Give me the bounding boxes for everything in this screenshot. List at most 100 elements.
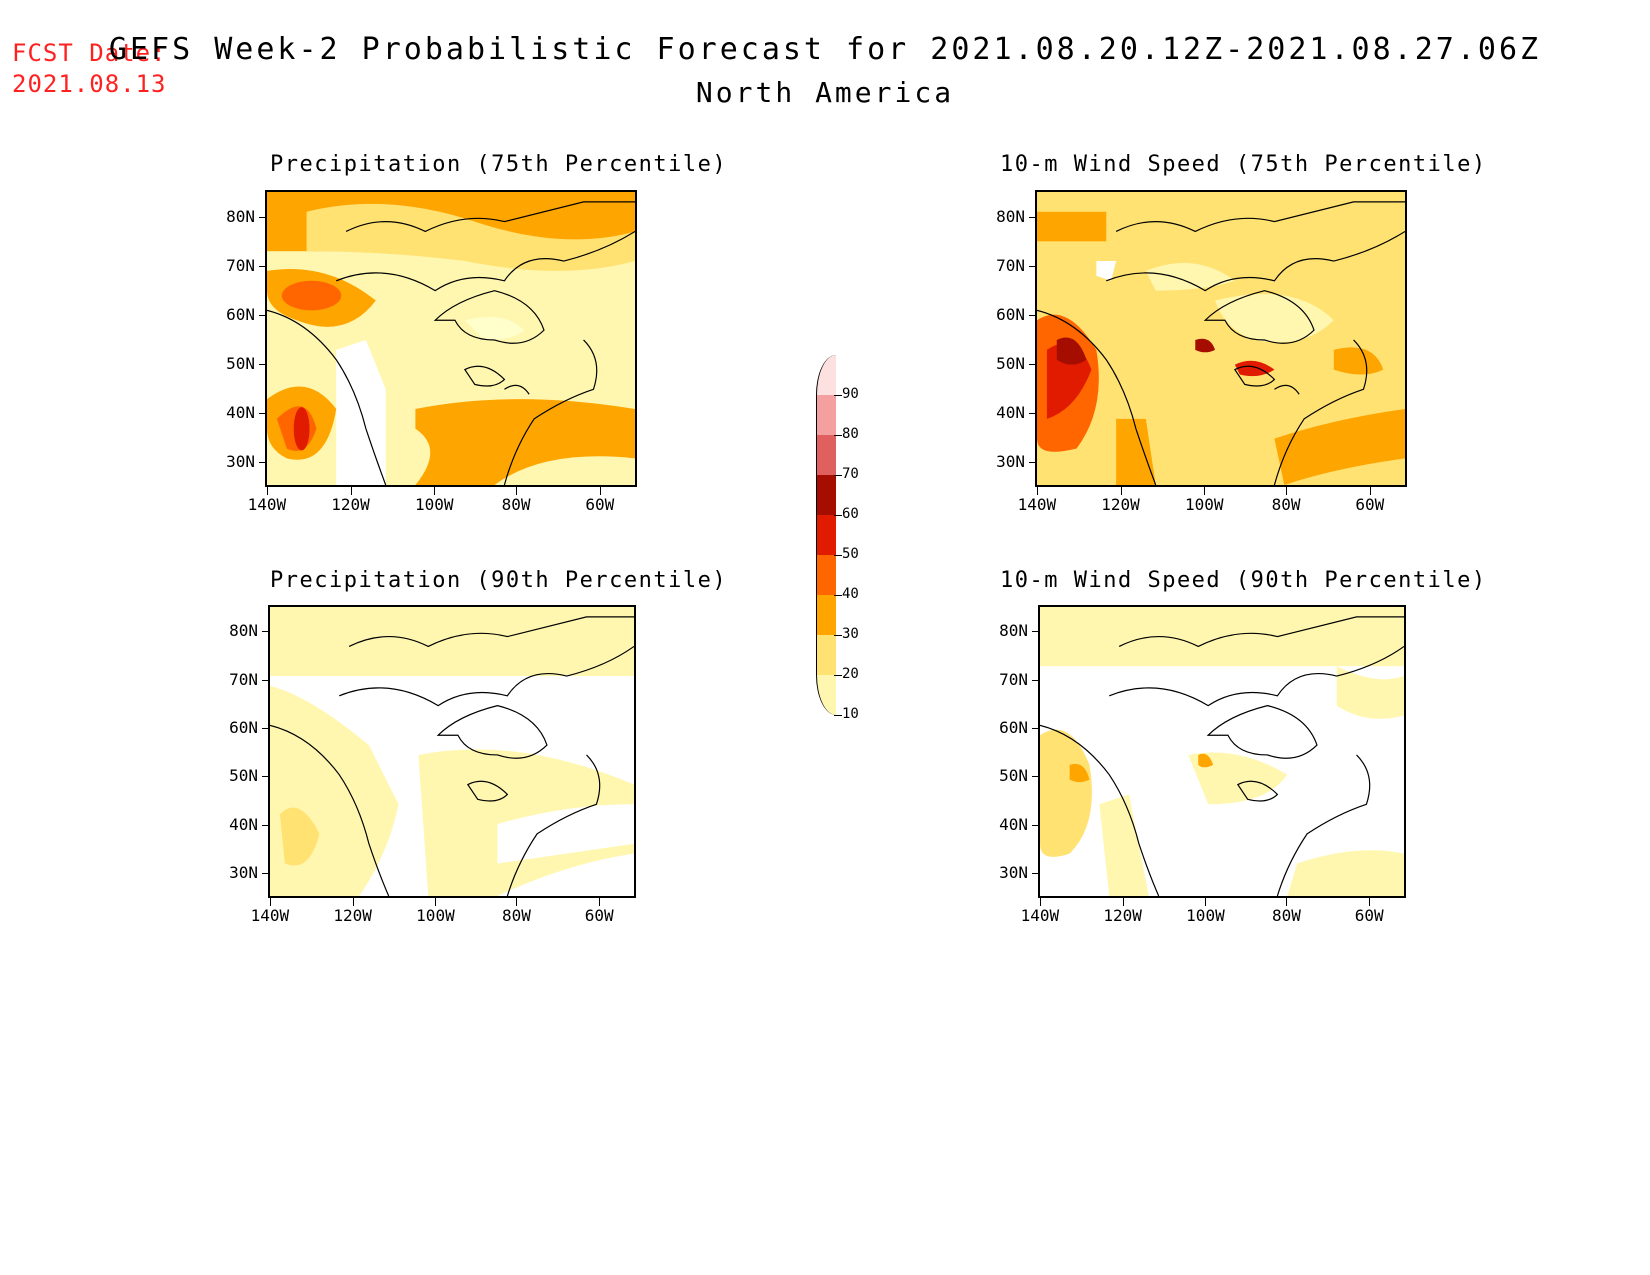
lat-tick xyxy=(1029,265,1037,267)
lon-label: 140W xyxy=(247,495,287,514)
coastlines xyxy=(270,616,634,896)
fcst-date-label: FCST Date: xyxy=(12,39,167,67)
colorbar-tick xyxy=(834,675,842,676)
lon-tick xyxy=(599,487,601,495)
lon-tick xyxy=(1039,898,1041,906)
lat-label: 60N xyxy=(226,304,255,324)
colorbar-label: 50 xyxy=(842,546,859,562)
lat-tick xyxy=(259,412,267,414)
map-wind-90 xyxy=(1038,605,1406,898)
lon-tick xyxy=(1036,487,1038,495)
lon-tick xyxy=(434,487,436,495)
lat-tick xyxy=(1029,216,1037,218)
lat-tick xyxy=(262,728,270,730)
probability-fill xyxy=(1040,607,1404,896)
page-subtitle: North America xyxy=(695,76,955,109)
lon-tick xyxy=(352,898,354,906)
lon-tick xyxy=(435,898,437,906)
lat-label: 60N xyxy=(229,718,258,738)
lat-tick xyxy=(1032,776,1040,778)
panel-title-precip-90: Precipitation (90th Percentile) xyxy=(270,568,728,593)
panel-title-wind-90: 10-m Wind Speed (90th Percentile) xyxy=(1000,568,1487,593)
lon-label: 120W xyxy=(1103,906,1142,925)
fcst-date-value: 2021.08.13 xyxy=(12,70,167,98)
panel-title-precip-75: Precipitation (75th Percentile) xyxy=(270,152,728,177)
lon-label: 100W xyxy=(1186,906,1225,925)
lat-tick xyxy=(1032,631,1040,633)
lat-tick xyxy=(1029,363,1037,365)
lat-label: 30N xyxy=(999,863,1028,883)
colorbar-tick xyxy=(834,475,842,476)
colorbar-tick xyxy=(834,715,842,716)
lon-tick xyxy=(1120,487,1122,495)
lon-label: 140W xyxy=(1020,906,1060,925)
lat-tick xyxy=(1029,461,1037,463)
lon-label: 80W xyxy=(1271,906,1301,925)
colorbar-tick xyxy=(834,435,842,436)
map-precip-75 xyxy=(265,190,637,487)
map-wind-75 xyxy=(1035,190,1407,487)
lon-tick xyxy=(1369,898,1371,906)
lat-tick xyxy=(259,314,267,316)
lat-label: 60N xyxy=(999,718,1028,738)
lon-tick xyxy=(1205,898,1207,906)
lat-label: 70N xyxy=(996,255,1025,275)
colorbar-label: 90 xyxy=(842,386,859,402)
colorbar-tick xyxy=(834,595,842,596)
lat-tick xyxy=(262,776,270,778)
lat-label: 80N xyxy=(996,206,1025,226)
colorbar-swatch xyxy=(816,555,836,595)
lat-tick xyxy=(1032,728,1040,730)
colorbar-label: 60 xyxy=(842,506,859,522)
lat-tick xyxy=(259,265,267,267)
lon-label: 80W xyxy=(501,495,531,514)
coastlines xyxy=(267,201,635,485)
colorbar-swatch xyxy=(816,475,836,515)
lat-label: 70N xyxy=(226,255,255,275)
lat-label: 70N xyxy=(999,669,1028,689)
lon-tick xyxy=(599,898,601,906)
colorbar-label: 30 xyxy=(842,626,859,642)
lat-label: 80N xyxy=(229,621,258,641)
lon-tick xyxy=(1122,898,1124,906)
lon-tick xyxy=(266,487,268,495)
lat-label: 50N xyxy=(229,766,258,786)
lat-tick xyxy=(259,363,267,365)
lon-label: 100W xyxy=(1184,495,1224,514)
colorbar-swatch xyxy=(816,635,836,675)
colorbar-label: 20 xyxy=(842,666,859,682)
probability-fill xyxy=(270,607,634,896)
lon-tick xyxy=(350,487,352,495)
lat-label: 50N xyxy=(226,353,255,373)
lat-label: 50N xyxy=(996,353,1025,373)
colorbar-swatch xyxy=(816,435,836,475)
lon-tick xyxy=(516,898,518,906)
coastlines xyxy=(1037,201,1405,485)
lon-label: 100W xyxy=(414,495,454,514)
lon-label: 60W xyxy=(585,495,615,514)
forecast-date-block: FCST Date: 2021.08.13 xyxy=(12,38,167,100)
colorbar-swatch xyxy=(816,675,836,715)
lon-tick xyxy=(1286,898,1288,906)
colorbar-tick xyxy=(834,555,842,556)
colorbar-label: 80 xyxy=(842,426,859,442)
colorbar-swatch xyxy=(816,595,836,635)
lat-tick xyxy=(1029,314,1037,316)
coastlines xyxy=(1040,616,1404,896)
lon-label: 120W xyxy=(331,495,370,514)
lon-tick xyxy=(269,898,271,906)
lon-label: 80W xyxy=(1271,495,1301,514)
lon-label: 120W xyxy=(333,906,372,925)
lon-tick xyxy=(516,487,518,495)
lon-label: 120W xyxy=(1101,495,1140,514)
lat-label: 40N xyxy=(226,402,255,422)
colorbar-swatch xyxy=(816,395,836,435)
lat-label: 30N xyxy=(229,863,258,883)
lat-label: 30N xyxy=(996,451,1025,471)
lon-tick xyxy=(1204,487,1206,495)
lat-label: 80N xyxy=(999,621,1028,641)
lat-tick xyxy=(262,824,270,826)
lon-label: 140W xyxy=(1017,495,1057,514)
lon-label: 140W xyxy=(250,906,290,925)
lat-label: 50N xyxy=(999,766,1028,786)
